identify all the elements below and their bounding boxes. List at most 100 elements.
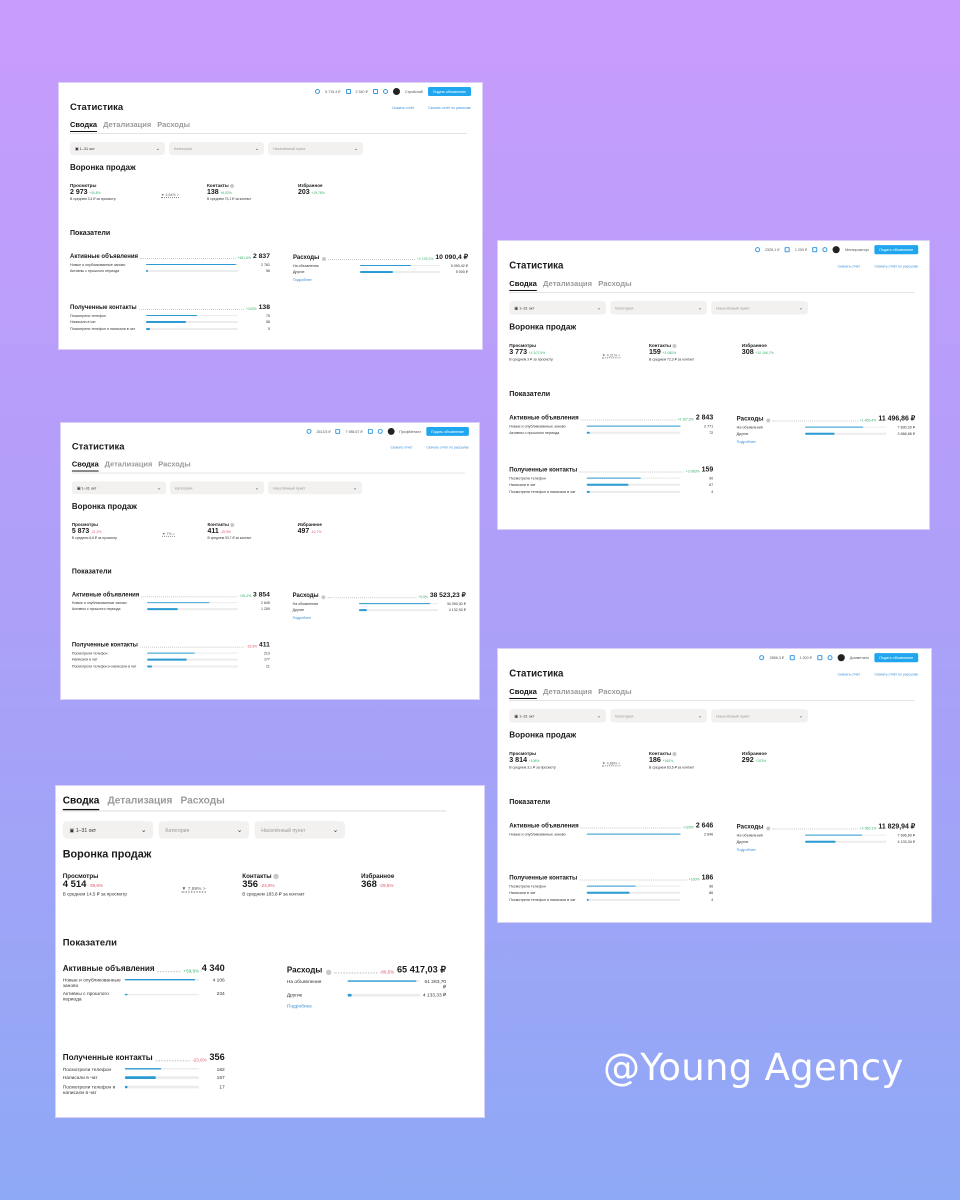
details-link[interactable]: Подробнее	[736, 848, 756, 853]
details-link[interactable]: Подробнее	[293, 278, 312, 283]
tab-details[interactable]: Детализация	[104, 459, 153, 469]
balance[interactable]: 2586,3 ₽	[769, 655, 785, 660]
download-mailing-report-link[interactable]: Скачать отчёт по рассылке	[874, 672, 919, 677]
tab-details[interactable]: Детализация	[542, 686, 593, 696]
tab-summary[interactable]: Сводка	[62, 794, 100, 811]
date-filter[interactable]: ▣ 1–31 окт ⌄	[70, 142, 165, 155]
date-filter[interactable]: ▣ 1–31 окт ⌄	[71, 481, 166, 495]
post-ad-button[interactable]: Подать объявление	[874, 653, 919, 663]
info-icon[interactable]	[766, 826, 771, 831]
avatar[interactable]	[832, 246, 841, 254]
received-title: Полученные контакты	[71, 642, 138, 649]
progress-bar	[359, 271, 440, 273]
details-link[interactable]: Подробнее	[736, 440, 756, 445]
post-ad-button[interactable]: Подать объявление	[427, 87, 471, 96]
active-total: 2 837	[252, 253, 270, 260]
conversion-link[interactable]: ▼ 4,64% >	[161, 193, 179, 198]
location-filter[interactable]: Населённый пункт ⌄	[711, 709, 809, 723]
conversion-link[interactable]: ▼ 7% >	[161, 531, 175, 537]
info-icon[interactable]	[321, 595, 326, 600]
download-report-link[interactable]: Скачать отчёт	[837, 264, 861, 269]
row-label: Другие	[293, 270, 305, 275]
tab-expenses[interactable]: Расходы	[598, 278, 632, 288]
row-label: На объявления	[736, 425, 763, 430]
location-filter[interactable]: Населённый пункт ⌄	[268, 142, 363, 155]
download-report-link[interactable]: Скачать отчёт	[390, 445, 413, 450]
info-icon[interactable]	[326, 969, 332, 975]
category-filter[interactable]: Категория ⌄	[610, 709, 708, 723]
expenses-title: Расходы	[736, 824, 764, 831]
download-report-link[interactable]: Скачать отчёт	[391, 106, 415, 110]
avatar[interactable]	[837, 654, 845, 662]
conversion-link[interactable]: ▼ 4,21% >	[602, 353, 621, 359]
bonus-balance[interactable]: 7 985,67 ₽	[345, 429, 363, 434]
tab-details[interactable]: Детализация	[107, 794, 173, 807]
location-filter[interactable]: Населённый пункт ⌄	[711, 301, 809, 315]
download-mailing-report-link[interactable]: Скачать отчёт по рассылке	[426, 445, 469, 450]
location-filter[interactable]: Населённый пункт ⌄	[254, 821, 345, 839]
category-filter[interactable]: Категория ⌄	[169, 142, 264, 155]
tab-summary[interactable]: Сводка	[71, 460, 99, 472]
details-link[interactable]: Подробнее	[286, 1003, 313, 1009]
avatar[interactable]	[392, 88, 400, 95]
location-filter[interactable]: Населённый пункт ⌄	[267, 481, 362, 495]
tab-details[interactable]: Детализация	[103, 120, 152, 129]
info-icon[interactable]	[229, 522, 234, 527]
balance[interactable]: 2325,1 ₽	[764, 247, 780, 252]
funnel-contacts: Контакты 186 +160% В среднем 63,6 ₽ за конт…	[649, 751, 694, 769]
tab-summary[interactable]: Сводка	[70, 120, 98, 132]
bonus-balance[interactable]: 1 200 ₽	[799, 655, 812, 660]
date-filter[interactable]: ▣ 1–31 окт ⌄	[509, 709, 607, 723]
row-value: 21	[265, 664, 270, 669]
help-icon[interactable]	[377, 428, 383, 434]
dotted-leader	[579, 471, 684, 473]
info-icon[interactable]	[272, 873, 279, 879]
tab-summary[interactable]: Сводка	[509, 687, 537, 699]
download-mailing-report-link[interactable]: Скачать отчёт по рассылке	[874, 264, 919, 269]
chat-icon[interactable]	[372, 89, 378, 94]
bonus-balance[interactable]: 2 340 ₽	[355, 89, 368, 94]
conversion-link[interactable]: ▼ 4,88% >	[602, 761, 621, 767]
bonus-balance[interactable]: 1 200 ₽	[794, 247, 808, 252]
category-filter[interactable]: Категория ⌄	[158, 821, 250, 839]
user-menu[interactable]: Мегапромторг	[845, 247, 870, 252]
download-mailing-report-link[interactable]: Скачать отчёт по рассылке	[428, 106, 471, 110]
tab-expenses[interactable]: Расходы	[180, 794, 225, 807]
category-filter[interactable]: Категория ⌄	[169, 481, 264, 495]
download-report-link[interactable]: Скачать отчёт	[837, 672, 861, 677]
received-delta: -15,5%	[246, 644, 258, 649]
conversion-link[interactable]: ▼ 7,89% >	[181, 885, 206, 893]
tab-summary[interactable]: Сводка	[509, 279, 537, 291]
dotted-leader	[580, 826, 681, 829]
tab-expenses[interactable]: Расходы	[157, 120, 191, 129]
chat-icon[interactable]	[812, 247, 818, 253]
user-menu[interactable]: Домметалл	[849, 655, 870, 660]
user-menu[interactable]: Стройснаб	[404, 89, 423, 94]
user-menu[interactable]: ПрофМеталл	[399, 429, 422, 434]
info-icon[interactable]	[672, 751, 677, 756]
post-ad-button[interactable]: Подать объявление	[874, 245, 919, 255]
row-value: 2 781	[261, 262, 270, 267]
help-icon[interactable]	[822, 247, 828, 253]
dotted-leader	[157, 970, 181, 972]
post-ad-button[interactable]: Подать объявление	[426, 426, 469, 436]
help-icon[interactable]	[382, 89, 388, 94]
tab-expenses[interactable]: Расходы	[598, 686, 632, 696]
info-icon[interactable]	[766, 418, 771, 423]
date-filter[interactable]: ▣ 1–31 окт ⌄	[62, 821, 154, 839]
tab-expenses[interactable]: Расходы	[158, 459, 191, 469]
info-icon[interactable]	[322, 257, 327, 261]
details-link[interactable]: Подробнее	[292, 616, 312, 621]
row-value: 182	[216, 1066, 225, 1072]
avatar[interactable]	[387, 427, 395, 435]
info-icon[interactable]	[229, 183, 234, 188]
chat-icon[interactable]	[367, 428, 373, 434]
tab-details[interactable]: Детализация	[542, 278, 593, 288]
chat-icon[interactable]	[817, 655, 823, 661]
help-icon[interactable]	[827, 655, 833, 661]
balance[interactable]: 2613,5 ₽	[316, 429, 331, 434]
category-filter[interactable]: Категория ⌄	[610, 301, 708, 315]
date-filter[interactable]: ▣ 1–31 окт ⌄	[509, 301, 607, 315]
info-icon[interactable]	[672, 343, 677, 348]
balance[interactable]: 5 715,4 ₽	[325, 89, 341, 94]
